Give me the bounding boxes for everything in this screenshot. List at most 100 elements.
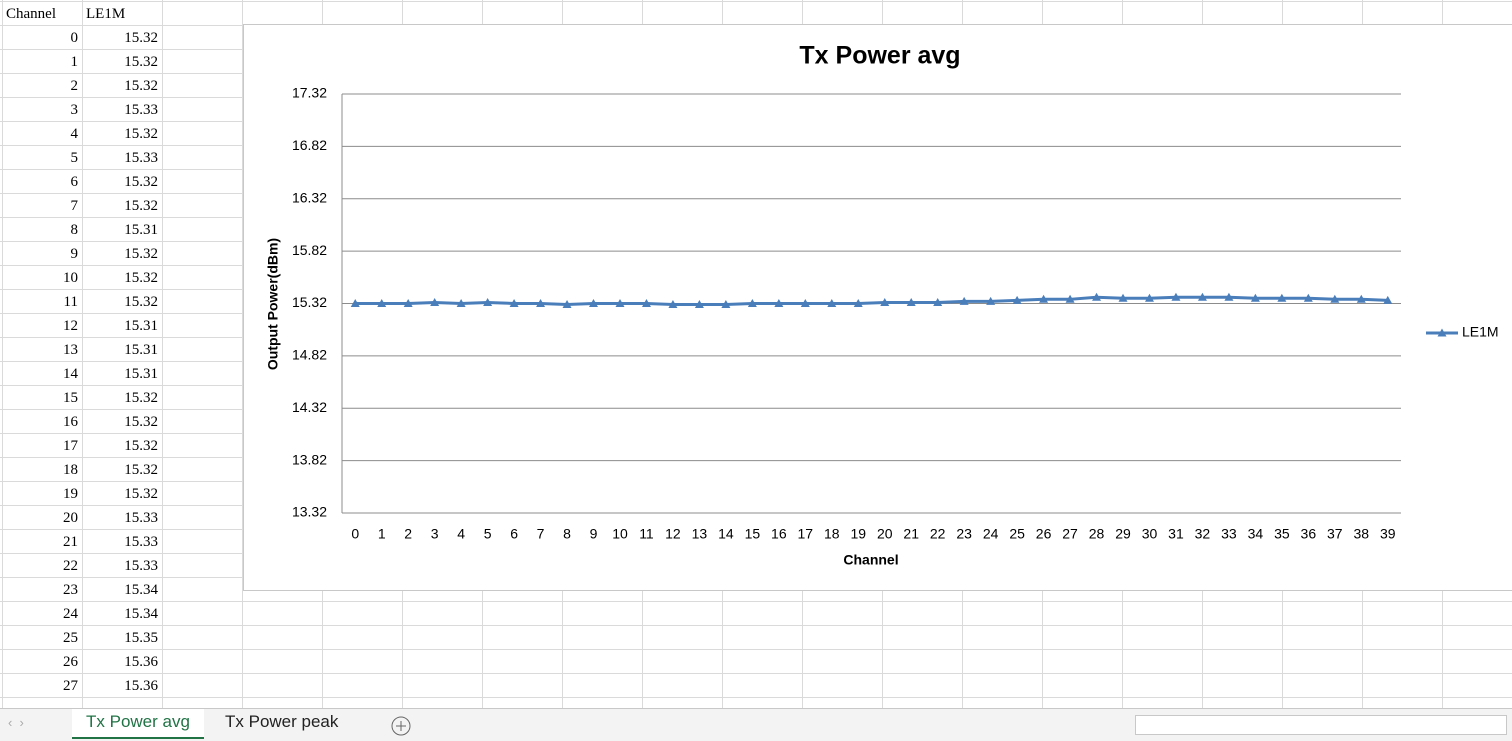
cell[interactable]: 25 (2, 625, 78, 649)
y-tick-label: 16.32 (292, 189, 327, 205)
cell[interactable]: 15.32 (82, 25, 158, 49)
cell[interactable]: 18 (2, 457, 78, 481)
x-tick-label: 19 (850, 526, 866, 542)
x-tick-label: 36 (1301, 526, 1317, 542)
x-tick-label: 8 (563, 526, 571, 542)
x-tick-label: 16 (771, 526, 787, 542)
x-tick-label: 11 (639, 526, 654, 542)
cell[interactable]: 5 (2, 145, 78, 169)
cell[interactable]: 2 (2, 73, 78, 97)
cell[interactable]: 15.32 (82, 241, 158, 265)
h-scrollbar[interactable] (1135, 715, 1507, 735)
cell[interactable]: 20 (2, 505, 78, 529)
cell[interactable]: 11 (2, 289, 78, 313)
sheet-tab[interactable]: Tx Power peak (211, 709, 352, 737)
y-tick-label: 13.32 (292, 504, 327, 520)
x-tick-label: 13 (692, 526, 708, 542)
x-tick-label: 21 (903, 526, 919, 542)
cell[interactable]: 4 (2, 121, 78, 145)
x-tick-label: 35 (1274, 526, 1290, 542)
x-tick-label: 9 (590, 526, 598, 542)
cell[interactable]: 19 (2, 481, 78, 505)
cell[interactable]: 15 (2, 385, 78, 409)
y-tick-label: 13.82 (292, 451, 327, 467)
cell[interactable]: 15.31 (82, 361, 158, 385)
x-tick-label: 27 (1062, 526, 1078, 542)
cell[interactable]: 15.33 (82, 529, 158, 553)
x-tick-label: 39 (1380, 526, 1396, 542)
cell[interactable]: 24 (2, 601, 78, 625)
cell[interactable]: 15.33 (82, 505, 158, 529)
cell[interactable]: 15.32 (82, 73, 158, 97)
cell[interactable]: 15.32 (82, 481, 158, 505)
y-tick-label: 15.82 (292, 242, 327, 258)
cell[interactable]: 21 (2, 529, 78, 553)
cell[interactable]: 15.32 (82, 457, 158, 481)
cell[interactable]: 15.32 (82, 433, 158, 457)
cell[interactable]: 26 (2, 649, 78, 673)
cell[interactable]: 15.31 (82, 217, 158, 241)
cell[interactable]: 23 (2, 577, 78, 601)
cell[interactable]: 15.32 (82, 385, 158, 409)
cell[interactable]: 9 (2, 241, 78, 265)
x-tick-label: 1 (378, 526, 386, 542)
x-tick-label: 29 (1115, 526, 1131, 542)
cell[interactable]: 12 (2, 313, 78, 337)
sheet-tab[interactable]: Tx Power avg (72, 709, 204, 739)
cell[interactable]: 15.32 (82, 193, 158, 217)
cell[interactable]: 8 (2, 217, 78, 241)
y-tick-label: 16.82 (292, 137, 327, 153)
cell[interactable]: 7 (2, 193, 78, 217)
cell[interactable]: 15.31 (82, 313, 158, 337)
cell[interactable]: 15.32 (82, 289, 158, 313)
cell[interactable]: 0 (2, 25, 78, 49)
y-tick-label: 15.32 (292, 294, 327, 310)
x-tick-label: 10 (612, 526, 628, 542)
cell[interactable]: 15.33 (82, 97, 158, 121)
cell[interactable]: 10 (2, 265, 78, 289)
cell[interactable]: 15.32 (82, 169, 158, 193)
scroll-arrows[interactable]: ‹ › (8, 715, 24, 730)
x-tick-label: 31 (1168, 526, 1184, 542)
cell[interactable]: 15.36 (82, 649, 158, 673)
cell[interactable]: 14 (2, 361, 78, 385)
cell[interactable]: 15.32 (82, 121, 158, 145)
cell[interactable]: Channel (6, 1, 80, 25)
cell[interactable]: 6 (2, 169, 78, 193)
cell[interactable]: 15.33 (82, 553, 158, 577)
x-tick-label: 30 (1142, 526, 1158, 542)
chart-title: Tx Power avg (799, 42, 960, 70)
x-tick-label: 37 (1327, 526, 1343, 542)
x-tick-label: 32 (1195, 526, 1211, 542)
add-sheet[interactable] (390, 715, 412, 737)
x-tick-label: 38 (1353, 526, 1369, 542)
x-axis-label: Channel (843, 552, 898, 568)
x-tick-label: 7 (537, 526, 545, 542)
cell[interactable]: 13 (2, 337, 78, 361)
cell[interactable]: 15.32 (82, 265, 158, 289)
cell[interactable]: 15.34 (82, 577, 158, 601)
cell[interactable]: 3 (2, 97, 78, 121)
x-tick-label: 3 (431, 526, 439, 542)
x-tick-label: 28 (1089, 526, 1105, 542)
x-tick-label: 4 (457, 526, 465, 542)
cell[interactable]: 1 (2, 49, 78, 73)
cell[interactable]: 15.36 (82, 673, 158, 697)
cell[interactable]: 27 (2, 673, 78, 697)
cell[interactable]: LE1M (86, 1, 160, 25)
cell[interactable]: 15.31 (82, 337, 158, 361)
cell[interactable]: 17 (2, 433, 78, 457)
x-tick-label: 12 (665, 526, 681, 542)
cell[interactable]: 16 (2, 409, 78, 433)
x-tick-label: 33 (1221, 526, 1237, 542)
y-tick-label: 14.32 (292, 399, 327, 415)
cell[interactable]: 15.33 (82, 145, 158, 169)
cell[interactable]: 22 (2, 553, 78, 577)
cell[interactable]: 15.34 (82, 601, 158, 625)
cell[interactable]: 15.32 (82, 49, 158, 73)
chart-frame (244, 25, 1512, 591)
cell[interactable]: 15.32 (82, 409, 158, 433)
x-tick-label: 26 (1036, 526, 1052, 542)
cell[interactable]: 15.35 (82, 625, 158, 649)
